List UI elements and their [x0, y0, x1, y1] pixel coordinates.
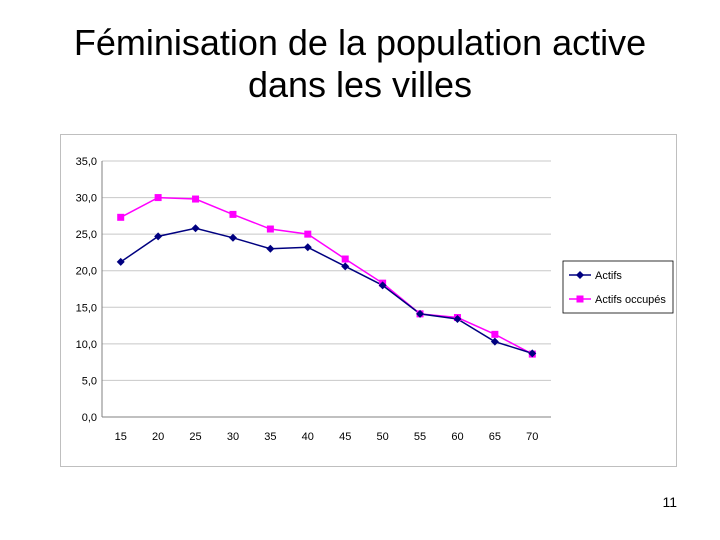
y-tick-label: 30,0: [76, 193, 97, 205]
data-point-actifs-occupés: [266, 225, 274, 233]
plot-area: [102, 161, 551, 417]
data-point-actifs: [528, 349, 537, 358]
data-point-actifs-occupés: [341, 255, 349, 263]
legend-label: Actifs: [595, 270, 622, 282]
y-tick-label: 15,0: [76, 302, 97, 314]
data-point-actifs: [191, 224, 200, 233]
data-point-actifs-occupés: [117, 213, 125, 221]
y-tick-label: 20,0: [76, 266, 97, 278]
data-point-actifs: [228, 233, 237, 242]
slide-title-line-1: Féminisation de la population active: [73, 22, 647, 63]
data-point-actifs-occupés: [192, 195, 200, 203]
data-point-actifs: [303, 243, 312, 252]
chart-container: 0,0 5,0 10,0 15,0 20,0 25,0 30,0 35,0 15 20 25 30 35…: [60, 134, 677, 467]
y-tick-label: 5,0: [82, 375, 97, 387]
data-point-actifs: [576, 271, 584, 279]
data-point-actifs-occupés: [576, 295, 584, 303]
x-tick-label: 70: [526, 431, 538, 443]
y-tick-label: 25,0: [76, 229, 97, 241]
data-point-actifs: [416, 309, 425, 318]
data-point-actifs: [266, 244, 275, 253]
data-point-actifs-occupés: [154, 194, 162, 202]
data-point-actifs: [490, 337, 499, 346]
line-chart: 0,0 5,0 10,0 15,0 20,0 25,0 30,0 35,0 15 20 25 30 35…: [76, 156, 674, 443]
x-tick-label: 50: [377, 431, 389, 443]
series-line-actifs: [120, 227, 533, 355]
x-tick-label: 15: [115, 431, 127, 443]
data-point-actifs: [378, 281, 387, 290]
page-number: 11: [662, 494, 677, 510]
x-tick-label: 25: [189, 431, 201, 443]
x-tick-label: 20: [152, 431, 164, 443]
x-tick-label: 30: [227, 431, 239, 443]
y-tick-label: 0,0: [82, 412, 97, 424]
x-tick-label: 45: [339, 431, 351, 443]
legend-box: [562, 260, 674, 314]
slide-title: Féminisation de la population active dan…: [0, 22, 720, 106]
x-tick-label: 35: [264, 431, 276, 443]
data-point-actifs: [453, 314, 462, 323]
data-point-actifs: [341, 262, 350, 271]
data-point-actifs: [154, 232, 163, 241]
y-tick-label: 10,0: [76, 339, 97, 351]
data-point-actifs: [116, 257, 125, 266]
data-point-actifs-occupés: [491, 330, 499, 338]
x-tick-label: 55: [414, 431, 426, 443]
series-line-actifs-occupés: [120, 196, 533, 355]
x-tick-label: 65: [489, 431, 501, 443]
data-point-actifs-occupés: [229, 210, 237, 218]
legend-label: Actifs occupés: [595, 294, 666, 306]
data-point-actifs-occupés: [304, 230, 312, 238]
y-tick-label: 35,0: [76, 156, 97, 168]
x-tick-label: 60: [451, 431, 463, 443]
slide-title-line-2: dans les villes: [247, 64, 473, 105]
x-tick-label: 40: [302, 431, 314, 443]
